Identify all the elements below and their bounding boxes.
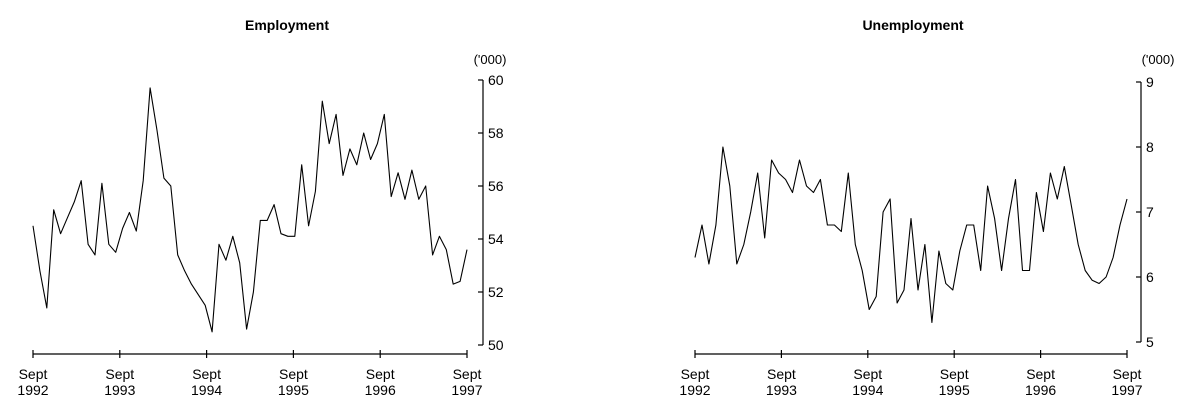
x-ticks: Sept1992Sept1993Sept1994Sept1995Sept1996… — [679, 350, 1143, 398]
y-tick-label: 52 — [488, 284, 504, 300]
employment-series-line — [32, 87, 468, 333]
y-tick-label: 9 — [1146, 74, 1154, 90]
x-tick-label-month: Sept — [767, 366, 796, 382]
x-tick-label-year: 1997 — [451, 382, 482, 398]
x-tick-label-month: Sept — [940, 366, 969, 382]
x-tick-label-year: 1994 — [852, 382, 883, 398]
x-tick-label-month: Sept — [19, 366, 48, 382]
x-tick-label-year: 1995 — [939, 382, 970, 398]
x-tick-label-year: 1995 — [278, 382, 309, 398]
y-tick-label: 56 — [488, 178, 504, 194]
chart-title: Employment — [245, 17, 329, 33]
y-tick-label: 8 — [1146, 139, 1154, 155]
y-unit-label: ('000) — [1142, 52, 1175, 67]
y-tick-label: 6 — [1146, 269, 1154, 285]
y-tick-label: 50 — [488, 337, 504, 353]
y-unit-label: ('000) — [474, 52, 507, 67]
chart-title: Unemployment — [862, 17, 963, 33]
x-tick-label-month: Sept — [853, 366, 882, 382]
y-tick-label: 54 — [488, 231, 504, 247]
employment-chart: Employment ('000) Sept1992Sept1993Sept19… — [17, 17, 506, 398]
x-tick-label-year: 1993 — [766, 382, 797, 398]
x-tick-label-month: Sept — [681, 366, 710, 382]
y-tick-label: 58 — [488, 125, 504, 141]
x-tick-label-month: Sept — [1026, 366, 1055, 382]
y-tick-label: 60 — [488, 72, 504, 88]
x-tick-label-month: Sept — [105, 366, 134, 382]
x-tick-label-year: 1996 — [365, 382, 396, 398]
unemployment-chart: Unemployment ('000) Sept1992Sept1993Sept… — [679, 17, 1174, 398]
x-tick-label-year: 1994 — [191, 382, 222, 398]
x-tick-label-month: Sept — [1113, 366, 1142, 382]
x-tick-label-month: Sept — [366, 366, 395, 382]
x-tick-label-year: 1992 — [679, 382, 710, 398]
y-ticks: 50 52 54 56 58 60 — [478, 72, 504, 353]
x-tick-label-year: 1996 — [1025, 382, 1056, 398]
x-ticks: Sept1992Sept1993Sept1994Sept1995Sept1996… — [17, 350, 483, 398]
x-tick-label-year: 1993 — [104, 382, 135, 398]
x-tick-label-year: 1997 — [1111, 382, 1142, 398]
x-tick-label-month: Sept — [453, 366, 482, 382]
unemployment-series-line — [694, 146, 1128, 324]
y-tick-label: 5 — [1146, 334, 1154, 350]
x-tick-label-month: Sept — [192, 366, 221, 382]
x-tick-label-year: 1992 — [17, 382, 48, 398]
y-ticks: 5 6 7 8 9 — [1136, 74, 1154, 350]
x-tick-label-month: Sept — [279, 366, 308, 382]
y-tick-label: 7 — [1146, 204, 1154, 220]
